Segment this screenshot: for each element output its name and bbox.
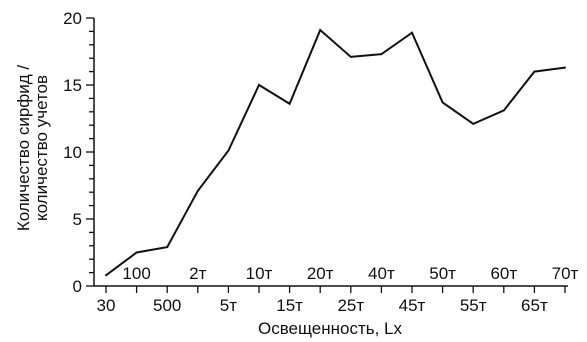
x-axis-label: Освещенность, Lx [258, 319, 403, 338]
x-tick-label-upper: 70т [552, 264, 579, 283]
data-point [135, 251, 138, 254]
data-point [411, 31, 413, 34]
data-point [533, 70, 536, 73]
y-tick-label: 10 [63, 143, 82, 162]
y-axis-label: Количество сирфид / количество учетов [14, 65, 51, 232]
y-ticks: 0 5 10 15 20 [63, 9, 94, 296]
data-point [166, 246, 169, 249]
data-point [472, 122, 475, 125]
axes [93, 18, 568, 287]
x-tick-label-upper: 40т [368, 264, 395, 283]
data-point [196, 189, 199, 192]
x-tick-label-upper: 2т [189, 264, 206, 283]
x-tick-label-upper: 20т [307, 264, 334, 283]
data-point [227, 149, 230, 152]
x-tick-label-lower: 30 [97, 296, 116, 315]
data-point [105, 274, 107, 277]
data-point [380, 53, 383, 56]
y-tick-label: 15 [63, 76, 82, 95]
data-point [564, 66, 566, 69]
x-tick-label-lower: 55т [460, 296, 487, 315]
data-point [258, 84, 260, 86]
series-line [105, 28, 566, 277]
x-tick-label-upper: 60т [490, 264, 517, 283]
data-point [319, 29, 322, 32]
y-tick-label: 0 [73, 277, 82, 296]
x-tick-label-upper: 10т [246, 264, 273, 283]
data-point [502, 109, 505, 112]
y-tick-label: 20 [63, 9, 82, 28]
x-tick-label-lower: 45т [399, 296, 426, 315]
data-point [349, 55, 352, 58]
data-point [288, 102, 291, 105]
x-tick-label-lower: 65т [521, 296, 548, 315]
x-tick-label-lower: 25т [337, 296, 364, 315]
y-tick-label: 5 [73, 210, 82, 229]
y-axis-label-line-2: количество учетов [32, 75, 51, 221]
series [105, 28, 566, 277]
x-tick-label-upper: 50т [429, 264, 456, 283]
data-point [441, 101, 444, 104]
x-tick-label-lower: 500 [153, 296, 181, 315]
x-tick-label-upper: 100 [122, 264, 150, 283]
y-axis-label-line-1: Количество сирфид / [14, 65, 33, 232]
x-tick-label-lower: 5т [220, 296, 237, 315]
x-tick-label-lower: 15т [276, 296, 303, 315]
